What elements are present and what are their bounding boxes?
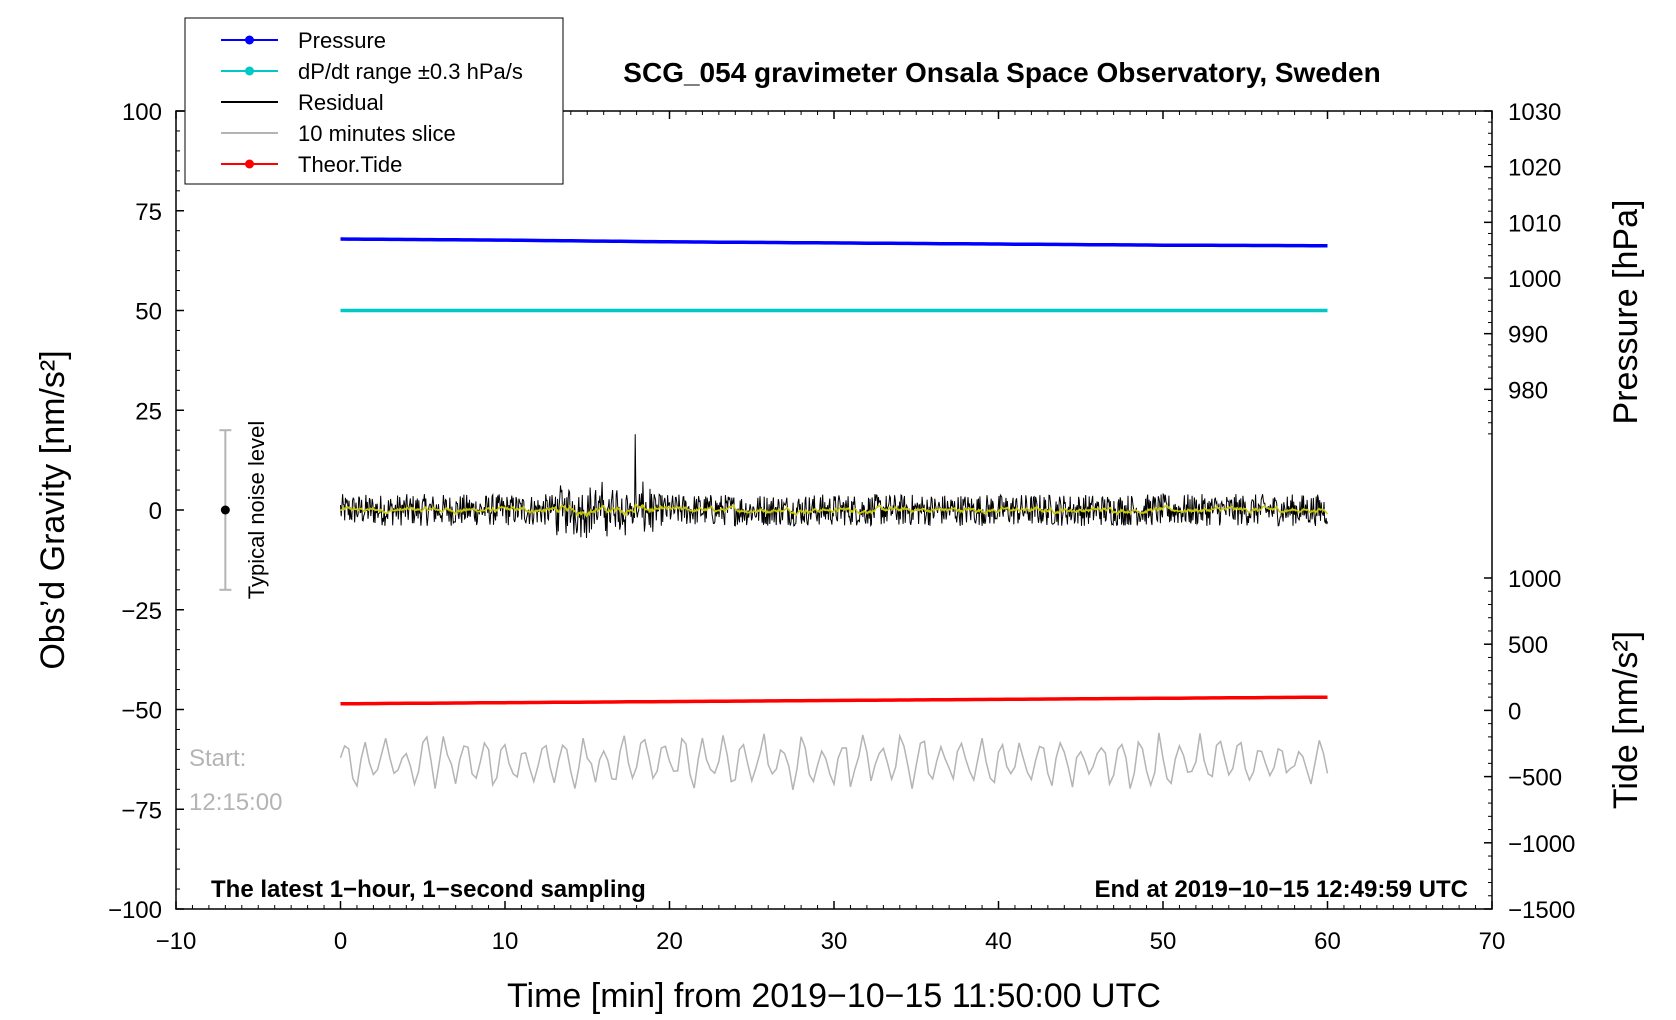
tide-tick-label: 0 — [1508, 698, 1521, 725]
y-tick-label: 75 — [135, 199, 162, 226]
pressure-axis-ticks: 1030 1020 1010 1000 990 980 — [1484, 99, 1561, 434]
tide-axis-ticks: 1000 500 0 −500 −1000 −1500 — [1484, 566, 1575, 924]
pressure-tick-label: 990 — [1508, 322, 1548, 349]
x-tick-label: 40 — [985, 928, 1012, 955]
tide-tick-label: 500 — [1508, 632, 1548, 659]
pressure-tick-label: 1030 — [1508, 99, 1561, 126]
y-tick-label: 0 — [149, 498, 162, 525]
legend-marker — [245, 160, 254, 169]
y-tick-label: −25 — [121, 598, 162, 625]
y-tick-label: 25 — [135, 398, 162, 425]
y-tick-label: 50 — [135, 299, 162, 326]
noise-bar-center-dot — [221, 506, 230, 515]
chart-title: SCG_054 gravimeter Onsala Space Observat… — [623, 57, 1380, 88]
y-tick-label: 100 — [122, 99, 162, 126]
series-residual — [341, 434, 1328, 538]
y-tick-label: −100 — [108, 897, 162, 924]
footer-left: The latest 1−hour, 1−second sampling — [211, 876, 646, 903]
legend-label: dP/dt range ±0.3 hPa/s — [298, 59, 523, 84]
pressure-tick-label: 1020 — [1508, 155, 1561, 182]
noise-bar — [219, 430, 231, 590]
x-tick-label: 60 — [1314, 928, 1341, 955]
pressure-axis-title: Pressure [hPa] — [1607, 200, 1645, 425]
series-ten-minute-slice — [341, 733, 1328, 790]
legend: Pressure dP/dt range ±0.3 hPa/s Residual 10… — [185, 18, 563, 184]
x-tick-label: 20 — [656, 928, 683, 955]
tide-tick-label: −1500 — [1508, 897, 1575, 924]
start-time: 12:15:00 — [189, 789, 282, 816]
legend-label: Theor.Tide — [298, 152, 402, 177]
tide-axis-title: Tide [nm/s²] — [1607, 631, 1645, 809]
x-axis-title: Time [min] from 2019−10−15 11:50:00 UTC — [507, 977, 1161, 1015]
x-tick-label: 30 — [821, 928, 848, 955]
x-tick-label: 0 — [334, 928, 347, 955]
y-tick-label: −75 — [121, 797, 162, 824]
x-tick-label: 70 — [1479, 928, 1506, 955]
legend-label: Pressure — [298, 28, 386, 53]
y-tick-label: −50 — [121, 698, 162, 725]
legend-marker — [245, 36, 254, 45]
tide-tick-label: 1000 — [1508, 566, 1561, 593]
x-tick-label: 50 — [1150, 928, 1177, 955]
tide-tick-label: −500 — [1508, 765, 1562, 792]
noise-bar-label: Typical noise level — [244, 421, 269, 600]
series-layer — [341, 239, 1328, 790]
pressure-tick-label: 980 — [1508, 377, 1548, 404]
legend-label: Residual — [298, 90, 384, 115]
legend-marker — [245, 67, 254, 76]
pressure-tick-label: 1010 — [1508, 210, 1561, 237]
pressure-tick-label: 1000 — [1508, 266, 1561, 293]
x-tick-label: −10 — [156, 928, 197, 955]
series-theor-tide — [341, 697, 1328, 704]
start-label: Start: — [189, 745, 246, 772]
y-axis-title: Obs’d Gravity [nm/s²] — [34, 350, 72, 669]
footer-right: End at 2019−10−15 12:49:59 UTC — [1094, 876, 1468, 903]
x-tick-label: 10 — [492, 928, 519, 955]
y-axis-ticks: 100 75 50 25 0 −25 −50 −75 −100 — [108, 99, 184, 924]
legend-label: 10 minutes slice — [298, 121, 456, 146]
series-pressure — [341, 239, 1328, 246]
tide-tick-label: −1000 — [1508, 831, 1575, 858]
